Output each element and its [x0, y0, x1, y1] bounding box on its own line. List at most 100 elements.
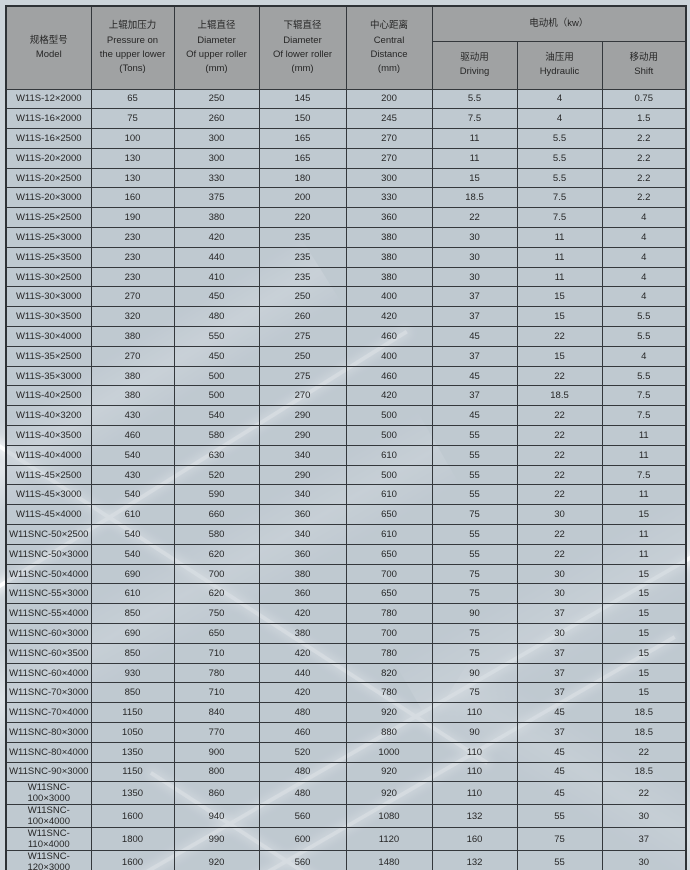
header-motor-group: 电动机（kw） — [431, 5, 687, 42]
header-pressure: 上辊加压力 Pressure on the upper lower (Tons) — [90, 5, 175, 90]
value-cell: 11 — [431, 128, 518, 149]
value-cell: 5.5 — [431, 88, 518, 110]
table-row: W11S-25×3000 230 420 235 380 30 11 4 — [5, 227, 687, 248]
value-cell: 800 — [173, 761, 260, 783]
model-cell: W11SNC-120×3000 — [5, 850, 92, 870]
value-cell: 460 — [90, 425, 175, 446]
value-cell: 1800 — [90, 827, 175, 852]
value-cell: 480 — [173, 306, 260, 328]
value-cell: 132 — [431, 850, 518, 870]
value-cell: 330 — [345, 187, 433, 209]
table-row: W11S-20×3000 160 375 200 330 18.5 7.5 2.2 — [5, 187, 687, 209]
table-row: W11S-35×3000 380 500 275 460 45 22 5.5 — [5, 365, 687, 387]
value-cell: 245 — [345, 108, 433, 130]
value-cell: 22 — [516, 326, 603, 347]
value-cell: 22 — [601, 781, 687, 806]
value-cell: 420 — [258, 642, 347, 664]
value-cell: 7.5 — [516, 187, 603, 209]
table-row: W11S-16×2000 75 260 150 245 7.5 4 1.5 — [5, 108, 687, 130]
value-cell: 37 — [516, 662, 603, 684]
value-cell: 500 — [173, 365, 260, 387]
value-cell: 780 — [345, 642, 433, 664]
table-row: W11SNC-80×3000 1050 770 460 880 90 37 18.5 — [5, 722, 687, 743]
value-cell: 235 — [258, 246, 347, 268]
value-cell: 440 — [258, 662, 347, 684]
table-row: W11S-25×2500 190 380 220 360 22 7.5 4 — [5, 207, 687, 229]
value-cell: 780 — [345, 603, 433, 625]
value-cell: 360 — [258, 504, 347, 526]
value-cell: 275 — [258, 326, 347, 347]
model-cell: W11S-40×2500 — [5, 385, 92, 407]
model-cell: W11SNC-60×3500 — [5, 642, 92, 664]
value-cell: 230 — [90, 266, 175, 288]
value-cell: 4 — [601, 286, 687, 308]
value-cell: 375 — [173, 187, 260, 209]
model-cell: W11SNC-50×2500 — [5, 524, 92, 545]
value-cell: 270 — [90, 286, 175, 308]
value-cell: 380 — [258, 623, 347, 644]
value-cell: 30 — [431, 246, 518, 268]
value-cell: 5.5 — [516, 147, 603, 169]
value-cell: 100 — [90, 128, 175, 149]
value-cell: 480 — [258, 781, 347, 806]
value-cell: 132 — [431, 804, 518, 829]
value-cell: 15 — [516, 286, 603, 308]
value-cell: 15 — [431, 167, 518, 189]
value-cell: 220 — [258, 207, 347, 229]
value-cell: 45 — [431, 405, 518, 427]
value-cell: 235 — [258, 227, 347, 248]
value-cell: 400 — [345, 286, 433, 308]
value-cell: 920 — [173, 850, 260, 870]
value-cell: 30 — [601, 804, 687, 829]
value-cell: 190 — [90, 207, 175, 229]
value-cell: 550 — [173, 326, 260, 347]
model-cell: W11SNC-80×4000 — [5, 741, 92, 763]
value-cell: 55 — [431, 543, 518, 565]
model-cell: W11S-40×3500 — [5, 425, 92, 446]
header-central-distance: 中心距离 Central Distance (mm) — [345, 5, 433, 90]
value-cell: 160 — [431, 827, 518, 852]
model-cell: W11S-45×4000 — [5, 504, 92, 526]
value-cell: 22 — [516, 425, 603, 446]
model-cell: W11SNC-60×3000 — [5, 623, 92, 644]
value-cell: 30 — [516, 583, 603, 605]
value-cell: 37 — [516, 642, 603, 664]
table-row: W11S-20×2500 130 330 180 300 15 5.5 2.2 — [5, 167, 687, 189]
value-cell: 1350 — [90, 781, 175, 806]
value-cell: 300 — [173, 147, 260, 169]
value-cell: 920 — [345, 702, 433, 723]
table-row: W11S-45×4000 610 660 360 650 75 30 15 — [5, 504, 687, 526]
table-row: W11SNC-90×3000 1150 800 480 920 110 45 18.5 — [5, 761, 687, 783]
value-cell: 620 — [173, 583, 260, 605]
table-row: W11S-45×2500 430 520 290 500 55 22 7.5 — [5, 464, 687, 486]
value-cell: 300 — [345, 167, 433, 189]
value-cell: 7.5 — [601, 405, 687, 427]
value-cell: 900 — [173, 741, 260, 763]
model-cell: W11S-20×2500 — [5, 167, 92, 189]
value-cell: 75 — [431, 642, 518, 664]
table-row: W11S-45×3000 540 590 340 610 55 22 11 — [5, 484, 687, 506]
value-cell: 22 — [516, 484, 603, 506]
value-cell: 30 — [516, 563, 603, 585]
value-cell: 15 — [516, 306, 603, 328]
value-cell: 145 — [258, 88, 347, 110]
value-cell: 200 — [345, 88, 433, 110]
model-cell: W11S-40×4000 — [5, 444, 92, 466]
value-cell: 4 — [601, 266, 687, 288]
value-cell: 540 — [90, 444, 175, 466]
value-cell: 940 — [173, 804, 260, 829]
model-cell: W11S-20×3000 — [5, 187, 92, 209]
value-cell: 45 — [516, 741, 603, 763]
value-cell: 7.5 — [516, 207, 603, 229]
value-cell: 15 — [601, 583, 687, 605]
value-cell: 620 — [173, 543, 260, 565]
value-cell: 15 — [601, 623, 687, 644]
table-row: W11SNC-50×3000 540 620 360 650 55 22 11 — [5, 543, 687, 565]
value-cell: 1150 — [90, 761, 175, 783]
value-cell: 22 — [516, 464, 603, 486]
value-cell: 650 — [345, 543, 433, 565]
value-cell: 22 — [601, 741, 687, 763]
value-cell: 580 — [173, 524, 260, 545]
table-row: W11SNC-70×4000 1150 840 480 920 110 45 18.5 — [5, 702, 687, 723]
value-cell: 480 — [258, 702, 347, 723]
